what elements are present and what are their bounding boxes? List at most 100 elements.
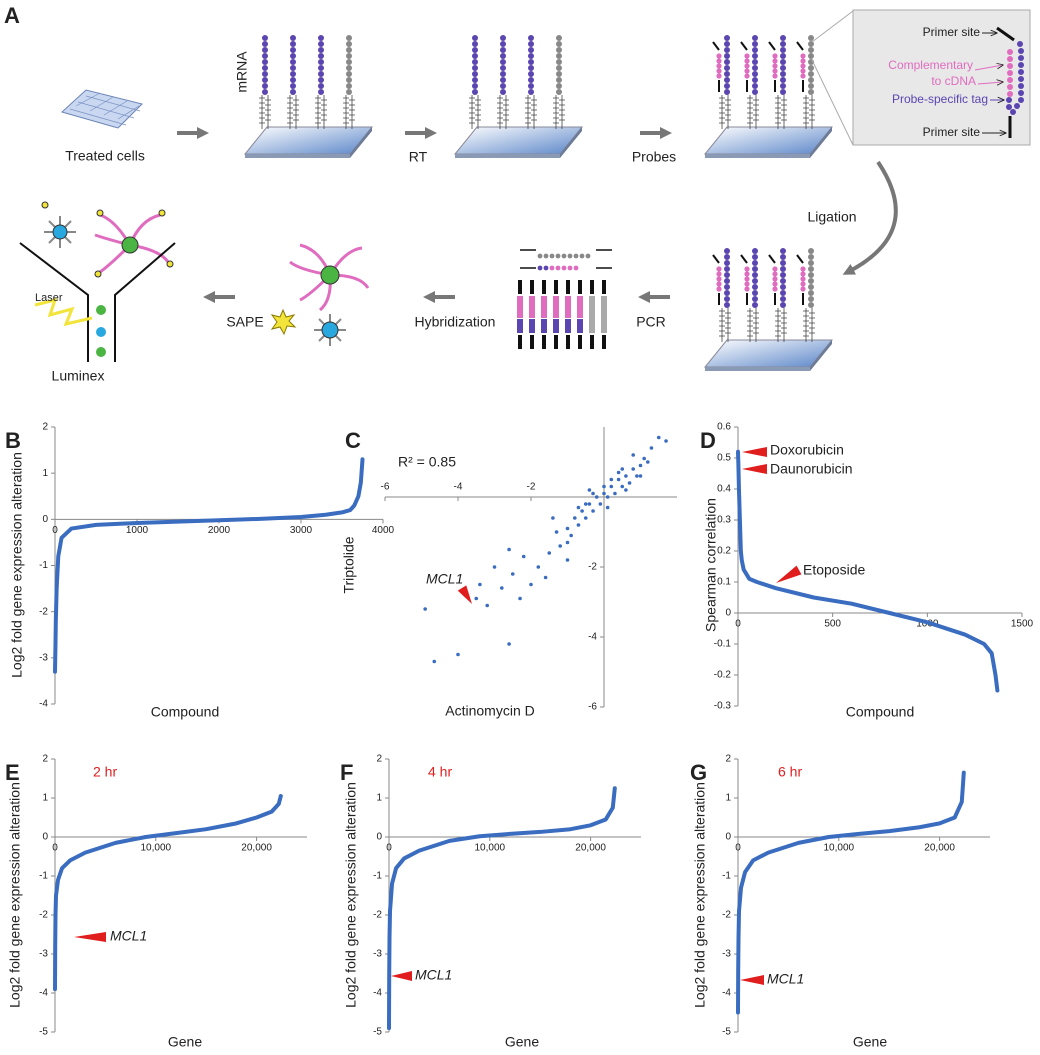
step-label: Hybridization — [415, 314, 496, 330]
slide-cdna — [455, 35, 582, 158]
curve — [736, 770, 966, 1015]
y-tick-label: -2 — [39, 606, 48, 617]
x-axis-label: Actinomycin D — [445, 703, 534, 719]
y-tick-label: -1 — [39, 871, 48, 882]
point — [609, 484, 614, 489]
point — [616, 470, 621, 475]
curve — [53, 457, 365, 674]
x-tick-label: -2 — [527, 482, 536, 493]
point — [565, 540, 570, 545]
inset-label: Primer site — [923, 125, 981, 139]
y-tick-label: -1 — [39, 560, 48, 571]
x-tick-label: 2000 — [208, 525, 231, 536]
annotation-arrow — [776, 565, 802, 583]
point — [573, 516, 577, 520]
point — [649, 446, 654, 450]
y-tick-label: -3 — [39, 652, 48, 663]
point — [510, 572, 515, 576]
point — [656, 435, 661, 440]
inset-label: Primer site — [923, 25, 981, 39]
y-tick-label: -2 — [722, 910, 731, 921]
point — [638, 463, 643, 468]
annotation: R² = 0.85 — [398, 454, 456, 470]
point — [591, 491, 595, 496]
x-tick-label: 3000 — [290, 525, 313, 536]
x-axis-label: Compound — [846, 704, 915, 720]
annotation: 4 hr — [428, 764, 452, 780]
y-tick-label: 0.4 — [717, 484, 731, 495]
annotation-arrow — [742, 464, 767, 474]
point — [507, 642, 511, 646]
point — [631, 453, 635, 457]
point — [521, 554, 526, 559]
inset — [811, 9, 1031, 146]
point — [646, 460, 650, 464]
point — [631, 467, 635, 471]
point — [529, 582, 533, 587]
point — [576, 523, 581, 527]
point — [569, 533, 573, 538]
point — [547, 551, 552, 555]
y-tick-label: 1 — [376, 793, 382, 804]
y-tick-label: -5 — [373, 1027, 382, 1038]
x-axis-label: Gene — [505, 1034, 539, 1050]
x-tick-label: 10,000 — [141, 843, 172, 854]
point — [423, 607, 427, 611]
step-label: Laser — [35, 292, 63, 304]
sape-star — [270, 308, 297, 336]
y-tick-label: -6 — [588, 702, 597, 713]
y-tick-label: -4 — [722, 988, 731, 999]
y-tick-label: -4 — [588, 632, 597, 643]
luminex-funnel — [19, 242, 176, 362]
point — [642, 456, 646, 461]
y-tick-label: 2 — [376, 754, 382, 765]
y-tick-label: 2 — [725, 754, 731, 765]
point — [565, 526, 570, 531]
point — [576, 505, 581, 510]
x-axis-label: Gene — [168, 1034, 202, 1050]
point — [605, 505, 610, 510]
step-label: PCR — [636, 314, 666, 330]
point — [602, 484, 606, 489]
panel-letter: C — [345, 428, 361, 453]
x-axis-label: Compound — [151, 704, 220, 720]
step-arrows — [177, 127, 672, 303]
panel-letter: F — [340, 760, 353, 785]
y-tick-label: -0.1 — [714, 639, 732, 650]
slide-probes — [705, 35, 832, 158]
y-tick-label: 0.2 — [717, 546, 731, 557]
curve — [53, 794, 283, 992]
annotation: 2 hr — [93, 764, 117, 780]
point — [474, 596, 479, 601]
y-tick-label: -1 — [373, 871, 382, 882]
point — [551, 516, 555, 520]
annotation: MCL1 — [426, 571, 463, 587]
x-tick-label: 20,000 — [241, 843, 272, 854]
x-tick-label: 10,000 — [475, 843, 506, 854]
annotation-arrow — [457, 585, 472, 604]
point — [543, 575, 548, 580]
point — [518, 596, 522, 601]
y-axis-label: Log2 fold gene expression alteration — [7, 782, 23, 1008]
slide-ligated — [705, 248, 832, 371]
beads — [41, 201, 370, 347]
inset-label: Complementary — [888, 58, 973, 72]
x-tick-label: 4000 — [372, 525, 395, 536]
x-tick-label: 20,000 — [575, 843, 606, 854]
point — [613, 491, 617, 496]
point — [478, 582, 482, 587]
panel-letter: A — [4, 3, 20, 28]
y-tick-label: -3 — [722, 949, 731, 960]
y-tick-label: 0 — [725, 608, 731, 619]
x-tick-label: 0 — [52, 843, 58, 854]
point — [500, 586, 504, 590]
y-axis-label: Log2 fold gene expression alteration — [692, 782, 708, 1008]
point — [635, 474, 639, 478]
panel-letter: E — [5, 760, 20, 785]
annotation-arrow — [742, 447, 767, 457]
y-tick-label: -3 — [39, 949, 48, 960]
y-tick-label: -4 — [39, 988, 48, 999]
y-tick-label: 0 — [725, 832, 731, 843]
pcr-diagram — [517, 249, 612, 349]
point — [620, 467, 625, 471]
